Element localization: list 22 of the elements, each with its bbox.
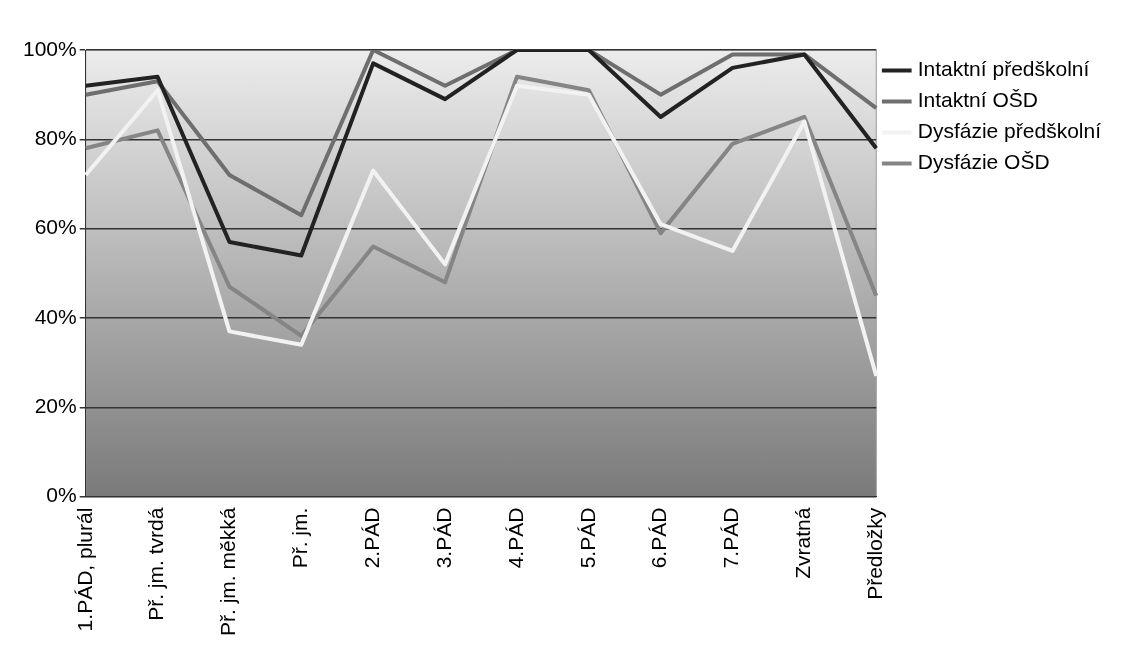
- legend-label: Dysfázie OŠD: [917, 150, 1050, 174]
- y-tick-label: 40%: [34, 304, 77, 328]
- y-tick-label: 100%: [22, 36, 77, 60]
- y-tick-label: 0%: [46, 483, 77, 507]
- x-tick-label: 3.PÁD: [431, 507, 455, 569]
- x-tick-label: 6.PÁD: [647, 507, 671, 569]
- x-tick-label: 1.PÁD, plurál: [72, 507, 96, 632]
- x-tick-label: 2.PÁD: [359, 507, 383, 569]
- x-tick-label: Př. jm. tvrdá: [144, 507, 168, 621]
- legend-label: Intaktní předškolní: [917, 57, 1090, 81]
- x-tick-label: 4.PÁD: [503, 507, 527, 569]
- legend-label: Dysfázie předškolní: [917, 119, 1102, 143]
- x-tick-label: Zvratná: [791, 507, 815, 579]
- y-tick-label: 80%: [34, 126, 77, 150]
- x-tick-label: 5.PÁD: [575, 507, 599, 569]
- x-tick-label: Př. jm. měkká: [216, 507, 240, 637]
- x-tick-label: 7.PÁD: [719, 507, 743, 569]
- y-tick-label: 20%: [34, 394, 77, 418]
- legend-label: Intaktní OŠD: [917, 88, 1038, 112]
- y-tick-label: 60%: [34, 215, 77, 239]
- x-tick-label: Předložky: [863, 507, 887, 600]
- x-tick-label: Př. jm.: [288, 507, 312, 569]
